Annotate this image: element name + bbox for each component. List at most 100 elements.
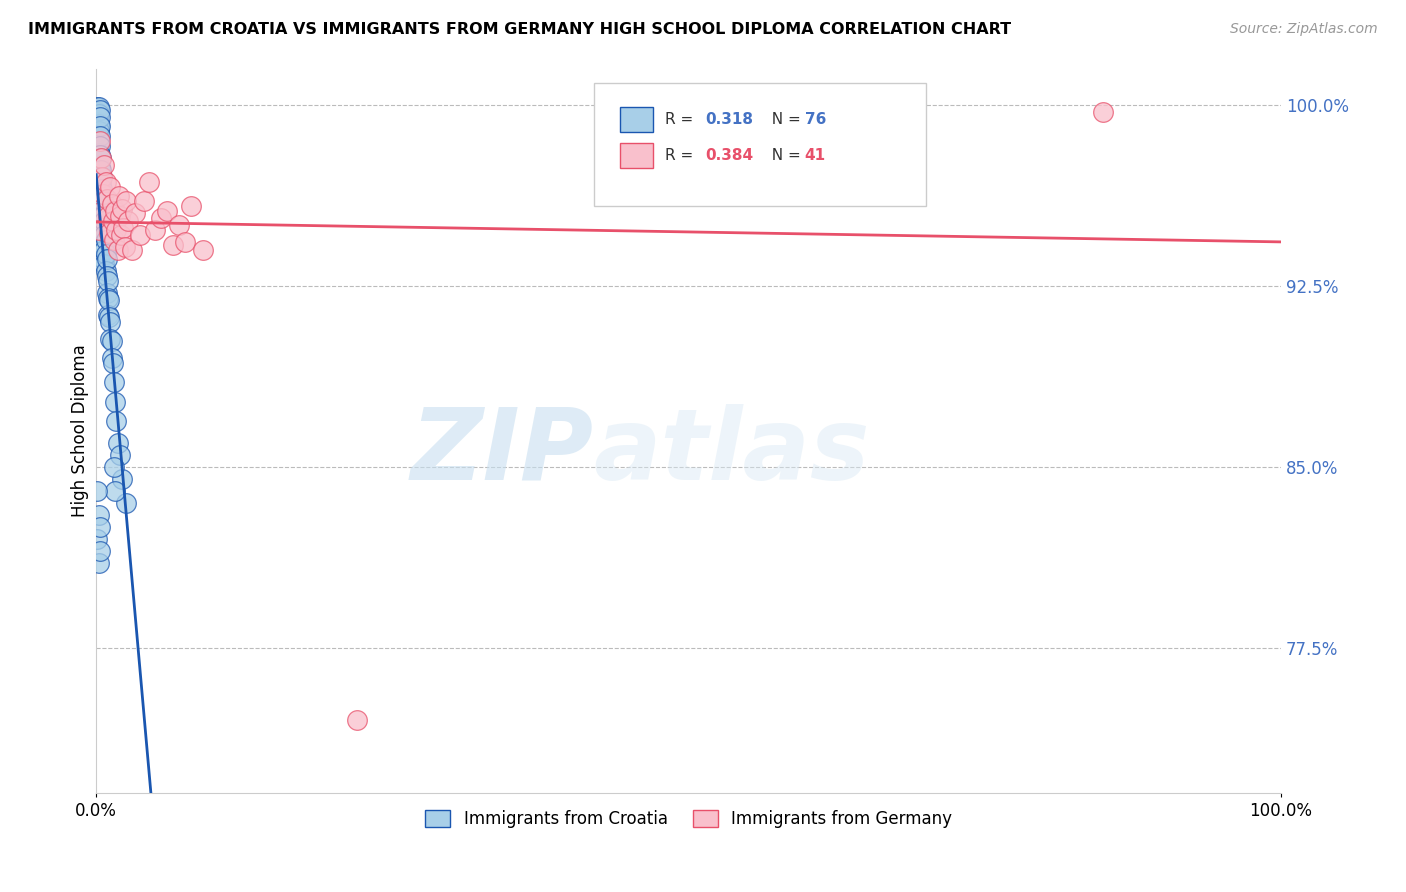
Point [86, 206, 108, 220]
Point [89, 520, 111, 534]
Point [191, 243, 214, 257]
Point [89, 172, 111, 186]
Point [89, 544, 111, 558]
Point [89, 182, 111, 196]
Point [103, 459, 125, 474]
Text: 76: 76 [804, 112, 827, 127]
Point [100, 351, 122, 366]
Point [101, 213, 124, 227]
Point [97, 308, 120, 322]
Point [87, 508, 110, 522]
Point [105, 414, 128, 428]
Point [94, 233, 117, 247]
Text: R =: R = [665, 148, 697, 163]
Point [90, 175, 112, 189]
Point [94, 264, 117, 278]
Point [87, 557, 110, 571]
Text: N =: N = [762, 148, 806, 163]
Point [100, 315, 122, 329]
Point [121, 243, 143, 257]
Point [94, 247, 117, 261]
Text: atlas: atlas [593, 404, 870, 500]
Point [132, 194, 155, 209]
Point [89, 129, 111, 144]
Point [93, 228, 115, 243]
Point [87, 134, 110, 148]
Point [90, 151, 112, 165]
Point [90, 223, 112, 237]
Point [104, 394, 127, 409]
Point [97, 209, 120, 223]
Point [87, 124, 110, 138]
Point [86, 127, 108, 141]
Point [91, 209, 114, 223]
Point [107, 435, 129, 450]
Point [90, 162, 112, 177]
Point [87, 158, 110, 172]
Point [91, 182, 114, 196]
Point [91, 170, 114, 185]
Point [90, 199, 112, 213]
Point [87, 170, 110, 185]
Point [89, 134, 111, 148]
Point [174, 235, 197, 250]
Point [100, 196, 122, 211]
Point [98, 226, 121, 240]
Point [87, 223, 110, 237]
Point [96, 285, 118, 300]
Point [91, 187, 114, 202]
Point [129, 228, 152, 243]
Point [91, 194, 114, 209]
Point [98, 310, 121, 325]
Text: 41: 41 [804, 148, 825, 163]
Point [1092, 105, 1115, 120]
Point [91, 237, 114, 252]
Text: N =: N = [762, 112, 806, 127]
Point [101, 356, 124, 370]
Point [104, 203, 127, 218]
Point [94, 175, 117, 189]
Point [107, 189, 129, 203]
Point [91, 209, 114, 223]
Point [93, 243, 115, 257]
Point [87, 107, 110, 121]
Text: IMMIGRANTS FROM CROATIA VS IMMIGRANTS FROM GERMANY HIGH SCHOOL DIPLOMA CORRELATI: IMMIGRANTS FROM CROATIA VS IMMIGRANTS FR… [28, 22, 1011, 37]
Point [93, 213, 115, 227]
Point [87, 146, 110, 161]
Point [138, 175, 160, 189]
Point [93, 257, 115, 271]
Point [89, 103, 111, 117]
Point [114, 240, 136, 254]
Point [89, 120, 111, 134]
Text: 0.318: 0.318 [706, 112, 754, 127]
Point [98, 293, 121, 308]
Point [89, 148, 111, 162]
Point [346, 713, 368, 727]
Point [117, 213, 139, 227]
Point [89, 206, 111, 220]
Point [89, 194, 111, 209]
Legend: Immigrants from Croatia, Immigrants from Germany: Immigrants from Croatia, Immigrants from… [419, 804, 959, 835]
Point [114, 496, 136, 510]
Point [110, 228, 132, 243]
Text: 0.384: 0.384 [706, 148, 754, 163]
Point [167, 219, 190, 233]
Point [96, 192, 118, 206]
FancyBboxPatch shape [593, 83, 925, 206]
Point [86, 105, 108, 120]
Text: Source: ZipAtlas.com: Source: ZipAtlas.com [1230, 22, 1378, 37]
Y-axis label: High School Diploma: High School Diploma [72, 344, 89, 517]
Point [91, 223, 114, 237]
Point [100, 334, 122, 349]
Point [86, 483, 108, 498]
Point [103, 376, 125, 390]
Point [90, 211, 112, 226]
Point [100, 332, 122, 346]
Text: ZIP: ZIP [411, 404, 593, 500]
Point [91, 252, 114, 267]
Point [107, 243, 129, 257]
Point [90, 187, 112, 202]
Point [124, 206, 146, 220]
Point [91, 223, 114, 237]
Text: R =: R = [665, 112, 697, 127]
